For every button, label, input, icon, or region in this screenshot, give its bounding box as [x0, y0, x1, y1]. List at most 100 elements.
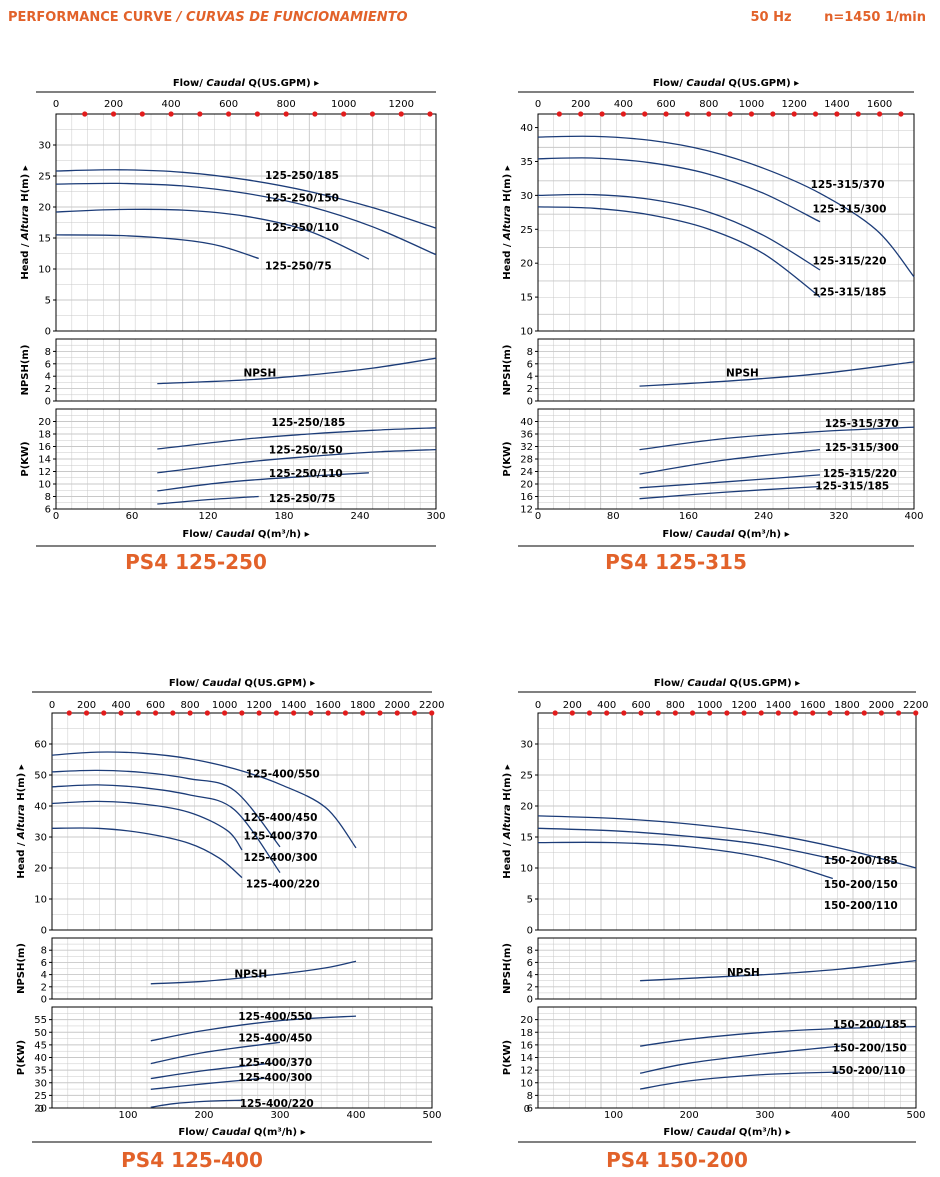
- head-axis-label: Head / Altura H(m) ▸: [16, 764, 27, 878]
- gpm-marker: [273, 710, 279, 716]
- npsh-axis-label: NPSH(m): [20, 345, 31, 396]
- y-tick-label: 6: [41, 958, 47, 969]
- gpm-marker: [855, 111, 861, 117]
- gpm-marker: [655, 710, 661, 716]
- gpm-marker: [642, 111, 648, 117]
- curve-head-125-250-110: [55, 208, 370, 260]
- y-tick-label: 12: [520, 1066, 533, 1077]
- head-panel: 0 10 20 30 40 50 60 Head / Altura H(m) ▸ 125-400…: [16, 712, 433, 937]
- curve-label: 125-400/450: [238, 1032, 312, 1044]
- gpm-marker: [342, 710, 349, 716]
- head-panel: 0 5 10 15 20 25 30 Head / Altura H(m) ▸ 150-200/…: [502, 712, 917, 937]
- gpm-tick-label: 1800: [834, 700, 859, 711]
- curve-label: NPSH: [243, 367, 276, 379]
- y-tick-label: 55: [34, 1015, 47, 1026]
- plot-frame: [537, 113, 915, 332]
- curve-power-125-250-150: [157, 448, 437, 474]
- curve-label: 125-400/370: [244, 830, 318, 842]
- curve-label: 125-315/185: [812, 287, 886, 299]
- y-tick-label: 6: [45, 505, 51, 516]
- y-tick-label: 6: [527, 359, 533, 370]
- y-tick-label: 4: [41, 970, 47, 981]
- y-tick-label: 2: [41, 982, 47, 993]
- gpm-marker: [283, 111, 289, 117]
- y-tick-label: 12: [38, 467, 51, 478]
- gpm-tick-label: 1000: [331, 99, 356, 110]
- gpm-tick-label: 2000: [869, 700, 894, 711]
- y-tick-label: 50: [34, 1028, 47, 1039]
- y-tick-label: 25: [38, 172, 51, 183]
- curve-power-150-200-185: [640, 1025, 917, 1047]
- gpm-tick-label: 2200: [903, 700, 928, 711]
- gpm-tick-label: 0: [53, 99, 59, 110]
- y-tick-label: 20: [34, 864, 47, 875]
- gpm-marker: [291, 710, 297, 716]
- gpm-tick-label: 1600: [800, 700, 825, 711]
- curve-label: 125-250/185: [271, 417, 345, 429]
- x-tick-label: 60: [126, 511, 139, 522]
- gpm-marker: [599, 111, 605, 117]
- gpm-marker: [748, 111, 755, 117]
- power-axis-label: P(KW): [502, 441, 513, 476]
- gpm-marker: [222, 710, 228, 716]
- y-tick-label: 16: [520, 1040, 533, 1051]
- gpm-marker: [684, 111, 691, 117]
- curve-head-150-200-150: [537, 827, 841, 862]
- gpm-tick-label: 1200: [781, 99, 806, 110]
- gpm-marker: [707, 710, 713, 716]
- gpm-marker: [638, 710, 644, 716]
- gpm-tick-label: 0: [49, 700, 55, 711]
- curve-label: NPSH: [234, 968, 267, 980]
- gpm-marker: [394, 710, 400, 716]
- curve-power-125-250-75: [157, 495, 259, 505]
- head-axis-label: Head / Altura H(m) ▸: [20, 165, 31, 279]
- y-tick-label: 14: [520, 1053, 533, 1064]
- gpm-marker: [727, 111, 733, 117]
- gpm-tick-label: 800: [666, 700, 685, 711]
- curve-label: 125-250/185: [265, 170, 339, 182]
- x-tick-label: 240: [754, 511, 773, 522]
- curve-power-125-400-300: [150, 1077, 265, 1090]
- npsh-axis-label: NPSH(m): [502, 943, 513, 994]
- y-tick-label: 5: [527, 895, 533, 906]
- y-tick-label: 8: [41, 946, 47, 957]
- gpm-tick-label: 800: [699, 99, 718, 110]
- curve-npsh-NPSH: [157, 357, 437, 385]
- gpm-marker: [861, 710, 867, 716]
- gpm-axis-label: Flow/ Caudal Q(US.GPM) ▸: [654, 678, 800, 689]
- y-tick-label: 5: [45, 296, 51, 307]
- curve-power-125-315-370: [639, 426, 915, 451]
- gpm-marker: [552, 710, 558, 716]
- gpm-marker: [308, 710, 314, 716]
- curve-label: 125-400/550: [238, 1011, 312, 1023]
- x-tick-label: 100: [118, 1110, 137, 1121]
- gpm-marker: [758, 710, 764, 716]
- chart-ps4-150-200: Flow/ Caudal Q(US.GPM) ▸0 200 400 600 800 100…: [502, 678, 928, 1172]
- title-en: PERFORMANCE CURVE: [8, 10, 173, 25]
- curve-label: 125-315/300: [825, 442, 899, 454]
- curve-label: 150-200/110: [824, 900, 898, 912]
- x-zero-label: 0: [524, 1104, 530, 1115]
- curve-label: 125-400/550: [246, 768, 320, 780]
- gpm-marker: [187, 710, 193, 716]
- y-tick-label: 15: [38, 234, 51, 245]
- gpm-tick-label: 200: [104, 99, 123, 110]
- npsh-axis-label: NPSH(m): [502, 345, 513, 396]
- curve-head-125-315-185: [537, 206, 821, 298]
- title-es: / CURVAS DE FUNCIONAMIENTO: [176, 10, 408, 25]
- gpm-axis-label: Flow/ Caudal Q(US.GPM) ▸: [653, 78, 799, 89]
- curve-power-125-250-185: [157, 427, 437, 450]
- y-tick-label: 10: [38, 265, 51, 276]
- gpm-tick-label: 1600: [867, 99, 892, 110]
- y-tick-label: 12: [520, 505, 533, 516]
- npsh-panel: 0 24 68 NPSH(m) NPSH: [20, 338, 437, 408]
- gpm-marker: [239, 710, 245, 716]
- gpm-marker: [83, 710, 90, 716]
- curve-label: 125-400/220: [246, 879, 320, 891]
- gpm-marker: [895, 710, 902, 716]
- curve-label: 125-250/150: [265, 193, 339, 205]
- curve-head-125-400-450: [51, 769, 281, 848]
- npsh-axis-label: NPSH(m): [16, 943, 27, 994]
- chart-title: PS4 125-250: [125, 550, 267, 574]
